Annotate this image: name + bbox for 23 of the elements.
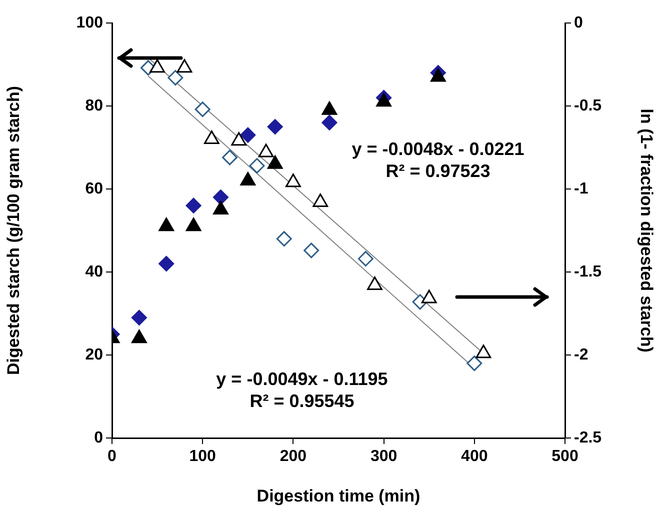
x-axis-title: Digestion time (min) xyxy=(256,486,420,506)
x-tick-label: 300 xyxy=(370,448,398,466)
y-tick-label: 100 xyxy=(76,14,104,32)
x-tick-label: 100 xyxy=(189,448,216,466)
y2-tick-label: -1 xyxy=(574,180,588,198)
y-tick-label: 60 xyxy=(85,180,104,198)
x-tick-label: 500 xyxy=(552,448,578,466)
x-tick-label: 0 xyxy=(108,448,117,466)
y2-tick-label: -1.5 xyxy=(574,263,602,280)
y2-tick-label: -0.5 xyxy=(574,97,602,114)
y2-tick-label: -2.5 xyxy=(574,429,602,446)
y-tick-label: 0 xyxy=(94,429,104,446)
y-tick-label: 40 xyxy=(85,263,104,280)
y-tick-label: 80 xyxy=(85,97,104,114)
y-tick-label: 20 xyxy=(85,346,104,364)
y-axis-title: Digested starch (g/100 gram starch) xyxy=(4,86,23,376)
y2-tick-label: -2 xyxy=(574,346,588,364)
annotation: y = -0.0049x - 0.1195 R² = 0.95545 xyxy=(216,369,388,411)
y2-axis-title: ln (1- fraction digested starch) xyxy=(637,108,656,352)
y2-tick-label: 0 xyxy=(574,14,583,32)
x-tick-label: 400 xyxy=(461,448,488,466)
annotation: y = -0.0048x - 0.0221 R² = 0.97523 xyxy=(352,139,524,181)
x-tick-label: 200 xyxy=(280,448,307,466)
